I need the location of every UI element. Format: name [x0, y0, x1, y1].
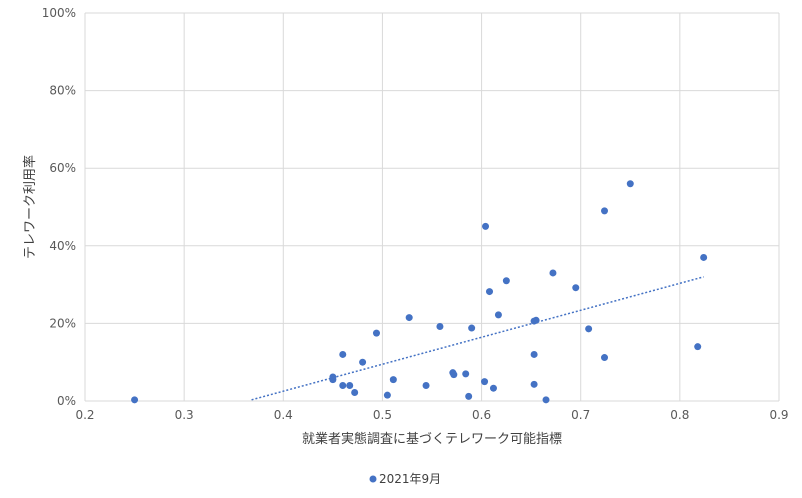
scatter-point — [626, 180, 634, 188]
scatter-point — [468, 324, 476, 332]
scatter-point — [694, 343, 702, 351]
scatter-point — [489, 384, 497, 392]
x-axis-title: 就業者実態調査に基づくテレワーク可能指標 — [302, 431, 562, 447]
y-axis-tick-labels: 0% 20% 40% 60% 80% 100% — [42, 6, 76, 408]
legend: 2021年9月 — [369, 472, 441, 486]
scatter-point — [383, 391, 391, 399]
scatter-point — [601, 354, 609, 362]
x-axis-tick-labels: 0.2 0.3 0.4 0.5 0.6 0.7 0.8 0.9 — [75, 408, 788, 422]
x-tick-label: 0.6 — [472, 408, 491, 422]
scatter-point — [700, 253, 708, 261]
trendline-path — [251, 276, 704, 401]
scatter-point — [532, 316, 540, 324]
scatter-point — [502, 277, 510, 285]
y-tick-label: 0% — [57, 394, 76, 408]
scatter-point — [339, 381, 347, 389]
scatter-point — [530, 350, 538, 358]
x-tick-label: 0.8 — [670, 408, 689, 422]
x-tick-label: 0.2 — [75, 408, 94, 422]
y-tick-label: 100% — [42, 6, 76, 20]
scatter-point — [494, 311, 502, 319]
scatter-point — [601, 207, 609, 215]
y-axis-title: テレワーク利用率 — [22, 155, 38, 259]
legend-marker — [369, 475, 377, 483]
scatter-point — [329, 373, 337, 381]
scatter-point — [131, 396, 139, 404]
y-tick-label: 80% — [49, 84, 76, 98]
trendline — [251, 276, 704, 401]
scatter-point — [346, 381, 354, 389]
scatter-point — [465, 392, 473, 400]
y-tick-label: 20% — [49, 316, 76, 330]
scatter-point — [405, 314, 413, 322]
x-tick-label: 0.7 — [571, 408, 590, 422]
scatter-point — [389, 376, 397, 384]
legend-label: 2021年9月 — [379, 472, 441, 486]
scatter-point — [422, 381, 430, 389]
scatter-point — [549, 269, 557, 277]
y-tick-label: 40% — [49, 239, 76, 253]
scatter-point — [530, 380, 538, 388]
grid-lines — [84, 12, 780, 402]
x-tick-label: 0.4 — [274, 408, 293, 422]
scatter-point — [351, 388, 359, 396]
scatter-point — [462, 370, 470, 378]
scatter-point — [542, 396, 550, 404]
scatter-point — [436, 323, 444, 331]
scatter-point — [372, 329, 380, 337]
scatter-point — [481, 378, 489, 386]
scatter-point — [572, 284, 580, 292]
scatter-point — [486, 288, 494, 296]
x-tick-label: 0.9 — [769, 408, 788, 422]
x-tick-label: 0.3 — [175, 408, 194, 422]
scatter-point — [359, 358, 367, 366]
data-points — [131, 180, 708, 404]
scatter-point — [450, 371, 458, 379]
scatter-point — [482, 222, 490, 230]
y-tick-label: 60% — [49, 161, 76, 175]
scatter-point — [339, 350, 347, 358]
scatter-point — [585, 325, 593, 333]
x-tick-label: 0.5 — [373, 408, 392, 422]
